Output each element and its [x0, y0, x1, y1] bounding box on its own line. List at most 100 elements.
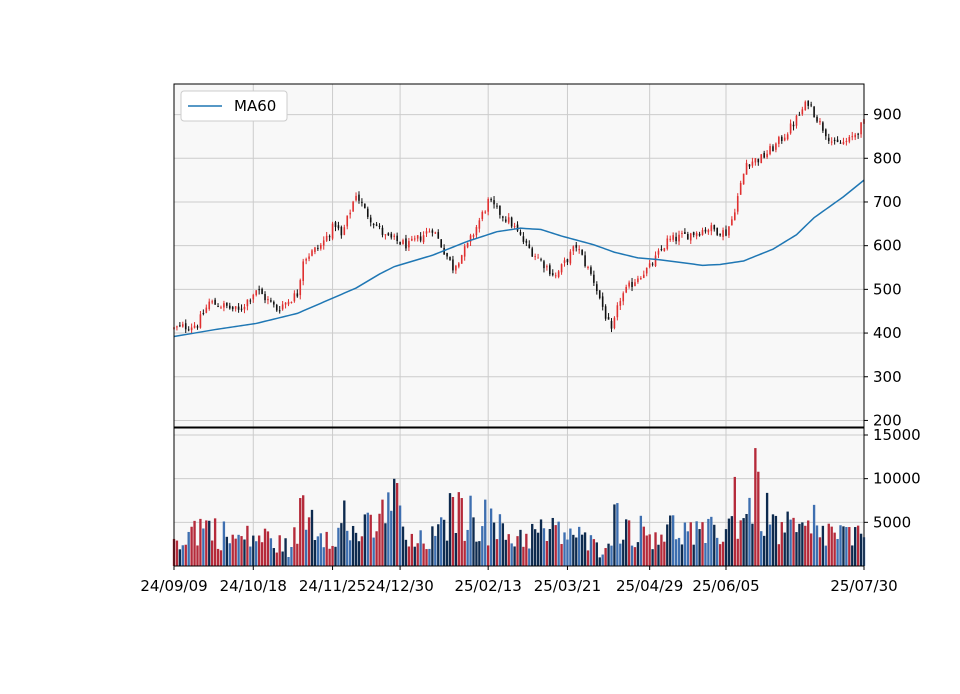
volume-bar — [830, 526, 833, 566]
candle-body — [786, 134, 789, 140]
candle-body — [645, 267, 648, 274]
candle-body — [613, 317, 616, 329]
candle-body — [220, 307, 222, 309]
volume-bar — [739, 520, 742, 566]
candle-body — [575, 244, 578, 248]
volume-bar — [575, 537, 578, 566]
volume-bar — [845, 527, 848, 566]
x-tick-label: 25/06/05 — [692, 577, 759, 595]
volume-bar — [539, 519, 543, 566]
candle-body — [607, 317, 610, 320]
candle-body — [593, 274, 595, 283]
candle-body — [584, 255, 586, 267]
volume-bar — [281, 551, 284, 566]
candle-body — [258, 289, 260, 291]
candle-body — [475, 227, 478, 236]
candle-body — [196, 326, 199, 328]
candle-body — [731, 219, 733, 226]
volume-bar — [395, 483, 399, 566]
volume-bar — [598, 557, 601, 566]
candle-body — [434, 232, 437, 234]
volume-bar — [472, 517, 475, 566]
candle-body — [839, 142, 842, 144]
volume-bar — [419, 530, 422, 566]
volume-bar — [704, 543, 707, 566]
candle-body — [792, 124, 795, 127]
x-tick-label: 25/03/21 — [534, 577, 601, 595]
candle-body — [217, 305, 219, 308]
volume-bar — [263, 528, 267, 566]
volume-bar — [234, 538, 237, 566]
candle-body — [851, 136, 854, 138]
volume-bar — [478, 541, 481, 566]
candle-body — [681, 232, 683, 234]
x-tick-label: 24/09/09 — [140, 577, 207, 595]
volume-bar — [768, 524, 772, 566]
candle-body — [751, 161, 754, 166]
candle-body — [428, 231, 431, 233]
candle-body — [466, 242, 469, 248]
candle-body — [249, 300, 252, 302]
volume-bar — [622, 539, 625, 566]
volume-bar — [428, 548, 431, 566]
volume-bar — [583, 532, 587, 566]
candle-body — [540, 259, 542, 261]
volume-bar — [786, 511, 789, 566]
volume-bar — [278, 535, 281, 566]
volume-bar — [431, 526, 434, 566]
candle-body — [689, 233, 692, 241]
candle-body — [299, 280, 302, 296]
candle-body — [208, 301, 211, 310]
candle-body — [502, 216, 504, 218]
x-tick-label: 25/04/29 — [616, 577, 683, 595]
volume-bar — [854, 527, 857, 566]
candle-body — [842, 141, 845, 145]
candle-body — [387, 233, 390, 236]
candle-body — [493, 200, 495, 205]
volume-bar — [425, 549, 428, 566]
volume-bar — [748, 497, 751, 566]
volume-bar — [569, 528, 572, 566]
candle-body — [364, 203, 366, 209]
volume-bar — [851, 545, 854, 566]
volume-bar — [698, 529, 701, 566]
candle-body — [522, 236, 525, 242]
candle-body — [402, 240, 404, 245]
candle-body — [648, 263, 651, 267]
volume-bar — [718, 544, 722, 566]
volume-tick-label: 15000 — [873, 426, 921, 444]
candle-body — [246, 299, 249, 307]
candle-body — [469, 235, 472, 242]
volume-bar — [648, 534, 651, 566]
candle-body — [860, 122, 862, 135]
candle-body — [405, 238, 407, 249]
volume-bar — [771, 514, 775, 566]
volume-bar — [260, 542, 264, 566]
volume-bar — [340, 523, 343, 566]
candle-body — [358, 194, 360, 201]
volume-bar — [760, 531, 763, 566]
candle-body — [369, 217, 372, 223]
candle-body — [287, 301, 290, 305]
candle-body — [176, 326, 178, 328]
grid-lines — [173, 84, 865, 566]
volume-bar — [645, 535, 648, 566]
volume-bar — [525, 533, 528, 566]
volume-bar — [510, 543, 513, 566]
volume-bar — [219, 550, 223, 566]
volume-bar — [736, 538, 739, 566]
candle-body — [472, 235, 475, 237]
volume-bar — [686, 531, 690, 566]
candle-body — [270, 300, 272, 302]
volume-bar — [680, 544, 684, 566]
candle-body — [637, 278, 639, 282]
candle-body — [825, 129, 827, 137]
candle-body — [739, 183, 742, 195]
candle-body — [372, 224, 375, 226]
volume-bar — [328, 548, 331, 566]
candle-body — [440, 239, 442, 248]
candle-body — [622, 293, 625, 302]
volume-bar — [774, 515, 778, 566]
volume-bar — [489, 508, 493, 566]
